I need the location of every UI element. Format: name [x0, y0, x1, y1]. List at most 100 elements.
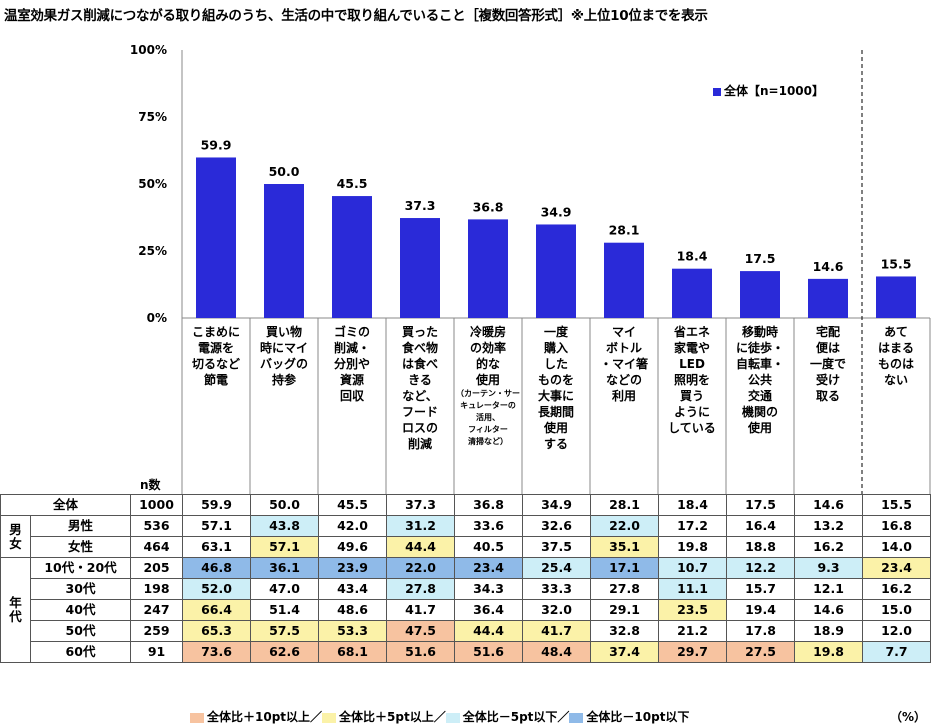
table-cell: 33.6: [454, 515, 524, 537]
table-cell: 19.8: [658, 536, 728, 558]
row-label: 40代: [29, 599, 132, 621]
category-label: 買い物 時にマイ バッグの 持参: [259, 325, 308, 387]
category-label: ゴミの 削減・ 分別や 資源 回収: [333, 325, 370, 403]
table-cell: 23.4: [454, 557, 524, 579]
table-cell: 27.5: [726, 641, 796, 663]
table-cell: 14.6: [794, 494, 864, 516]
category-label: マイ ボトル ・マイ箸 などの 利用: [599, 325, 648, 403]
bar: [876, 276, 916, 318]
legend-swatch: [569, 712, 584, 723]
table-cell: 43.4: [318, 578, 388, 600]
table-row: 40代 247 66.4 51.4 48.6 41.7 36.4 32.0 29.1 23.5 19…: [1, 599, 932, 621]
legend-label: 全体【n=1000】: [724, 84, 824, 98]
table-cell: 32.8: [590, 620, 660, 642]
table-cell: 19.4: [726, 599, 796, 621]
table-cell: 27.8: [386, 578, 456, 600]
table-cell: 42.0: [318, 515, 388, 537]
bar: [468, 219, 508, 318]
table-cell: 18.9: [794, 620, 864, 642]
table-cell: 41.7: [522, 620, 592, 642]
category-label: 宅配 便は 一度で 受け 取る: [809, 325, 846, 403]
legend: 全体【n=1000】: [713, 82, 824, 99]
table-cell: 12.1: [794, 578, 864, 600]
legend-label: 全体比－5pt以下／: [462, 710, 570, 724]
table-cell: 51.6: [454, 641, 524, 663]
n-value: 91: [130, 641, 184, 663]
table-cell: 27.8: [590, 578, 660, 600]
table-cell: 48.6: [318, 599, 388, 621]
table-cell: 12.2: [726, 557, 796, 579]
table-cell: 44.4: [454, 620, 524, 642]
category-label: こまめに 電源を 切るなど 節電: [191, 325, 240, 387]
table-cell: 66.4: [182, 599, 252, 621]
table-cell: 47.5: [386, 620, 456, 642]
table-cell: 36.1: [250, 557, 320, 579]
row-label: 女性: [29, 536, 132, 558]
table-row: 50代 259 65.3 57.5 53.3 47.5 44.4 41.7 32.8 21.2 17…: [1, 620, 932, 642]
table-cell: 37.3: [386, 494, 456, 516]
table-cell: 16.8: [862, 515, 932, 537]
group-label: 年 代: [0, 557, 31, 663]
bar: [536, 224, 576, 318]
y-tick-label: 25%: [138, 244, 167, 258]
table-cell: 17.8: [726, 620, 796, 642]
n-value: 259: [130, 620, 184, 642]
table-cell: 73.6: [182, 641, 252, 663]
table-cell: 21.2: [658, 620, 728, 642]
table-cell: 36.4: [454, 599, 524, 621]
category-label: 一度 購入 した ものを 大事に 長期間 使用 する: [537, 325, 574, 451]
table-cell: 57.1: [182, 515, 252, 537]
table-cell: 45.5: [318, 494, 388, 516]
table-cell: 36.8: [454, 494, 524, 516]
table-cell: 9.3: [794, 557, 864, 579]
unit-label: （%）: [890, 710, 927, 724]
data-label: 14.6: [813, 259, 844, 274]
n-value: 198: [130, 578, 184, 600]
table-cell: 29.7: [658, 641, 728, 663]
table-cell: 10.7: [658, 557, 728, 579]
table-cell: 18.4: [658, 494, 728, 516]
n-value: 536: [130, 515, 184, 537]
legend-label: 全体比＋10pt以上／: [207, 710, 323, 724]
category-label: 冷暖房 の効率 的な 使用 （カーテン・サー キュレーターの 活用、 フィルター …: [456, 325, 520, 446]
table-cell: 35.1: [590, 536, 660, 558]
category-label: 買った 食べ物 は食べ きる など、 フード ロスの 削減: [401, 325, 438, 451]
color-legend: 全体比＋10pt以上／ 全体比＋5pt以上／ 全体比－5pt以下／ 全体比－10pt以…: [190, 708, 689, 725]
table-cell: 52.0: [182, 578, 252, 600]
y-tick-label: 50%: [138, 177, 167, 191]
category-label: 省エネ 家電や LED 照明を 買う ように している: [668, 325, 716, 435]
row-label: 30代: [29, 578, 132, 600]
n-value: 205: [130, 557, 184, 579]
category-label: 移動時 に徒歩・ 自転車・ 公共 交通 機関の 使用: [735, 325, 784, 435]
data-label: 15.5: [881, 256, 912, 271]
legend-label: 全体比－10pt以下: [586, 710, 690, 724]
table-row: 全体 1000 59.9 50.0 45.5 37.3 36.8 34.9 28.1 18.4 17…: [0, 494, 932, 516]
table-cell: 17.5: [726, 494, 796, 516]
table-cell: 51.6: [386, 641, 456, 663]
table-cell: 14.6: [794, 599, 864, 621]
table-cell: 34.3: [454, 578, 524, 600]
row-label: 10代・20代: [29, 557, 132, 579]
table-cell: 57.1: [250, 536, 320, 558]
table-cell: 16.4: [726, 515, 796, 537]
table-cell: 47.0: [250, 578, 320, 600]
table-cell: 37.4: [590, 641, 660, 663]
table-cell: 44.4: [386, 536, 456, 558]
row-label: 男性: [29, 515, 132, 537]
table-cell: 65.3: [182, 620, 252, 642]
table-cell: 51.4: [250, 599, 320, 621]
n-value: 1000: [130, 494, 184, 516]
table-cell: 31.2: [386, 515, 456, 537]
table-cell: 68.1: [318, 641, 388, 663]
bar: [604, 242, 644, 318]
n-header: n数: [140, 478, 161, 492]
table-row: 男 女男性 536 57.1 43.8 42.0 31.2 33.6 32.6 22.0 17.2…: [0, 515, 932, 558]
row-label: 50代: [29, 620, 132, 642]
table-cell: 25.4: [522, 557, 592, 579]
table-row: 年 代 10代・20代 205 46.8 36.1 23.9 22.0 23.4 25.4 17.…: [0, 557, 932, 663]
row-label: 60代: [29, 641, 132, 663]
legend-swatch: [445, 712, 460, 723]
table-cell: 17.2: [658, 515, 728, 537]
bar: [332, 196, 372, 318]
